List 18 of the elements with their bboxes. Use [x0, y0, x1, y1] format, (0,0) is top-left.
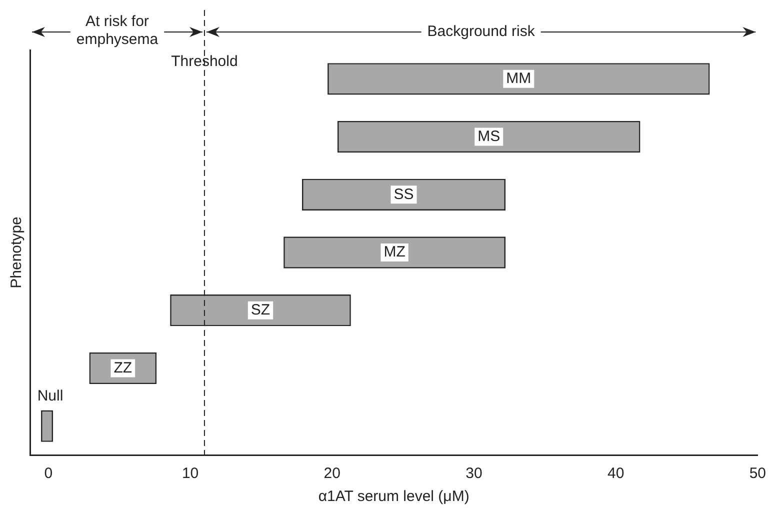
- y-tick-label: MM: [506, 70, 532, 88]
- y-tick-label: MS: [478, 128, 500, 145]
- x-axis-title: α1AT serum level (μM): [318, 488, 470, 506]
- y-tick-label: SS: [394, 186, 414, 203]
- annotation: At risk for emphysema: [76, 13, 159, 48]
- y-tick-label: ZZ: [114, 359, 132, 376]
- y-tick-label: MZ: [384, 244, 406, 261]
- x-tick-label: 30: [466, 465, 482, 482]
- y-tick-label: SZ: [250, 302, 270, 318]
- y-axis-title: Phenotype: [8, 216, 26, 288]
- x-tick-label: 20: [324, 465, 340, 482]
- annotation: Background risk: [427, 23, 536, 40]
- ref-line-label: Threshold: [171, 53, 238, 70]
- x-tick-label: 40: [607, 465, 624, 482]
- x-tick-label: 50: [749, 465, 766, 482]
- x-tick-label: 0: [44, 465, 53, 482]
- x-tick-label: 10: [182, 465, 199, 482]
- y-tick-label: Null: [37, 388, 64, 405]
